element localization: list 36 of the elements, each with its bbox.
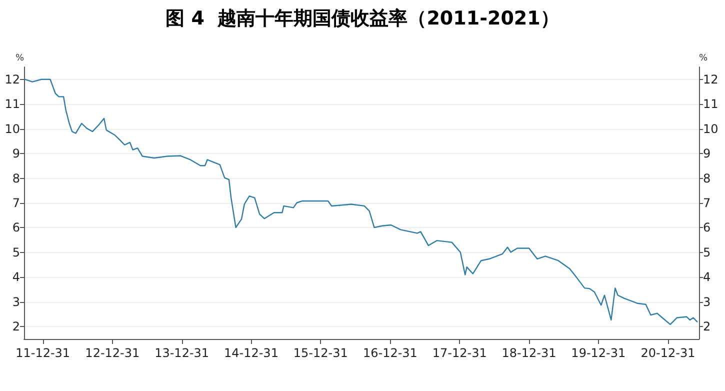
y2-tick-label: 11: [703, 97, 718, 112]
y2-tick-label: 12: [703, 72, 718, 86]
x-tick-label: 20-12-31: [640, 346, 696, 360]
x-tick-label: 18-12-31: [502, 346, 556, 360]
y-tick-label: 9: [12, 146, 20, 161]
x-tick-label: 15-12-31: [293, 346, 348, 360]
y-tick-label: 3: [12, 294, 20, 309]
x-tick-label: 16-12-31: [362, 346, 418, 360]
y2-tick-label: 8: [703, 171, 711, 186]
y2-tick-label: 5: [703, 245, 711, 260]
y2-tick-label: 2: [703, 320, 711, 334]
x-tick-label: 19-12-31: [571, 346, 626, 360]
x-tick-label: 17-12-31: [432, 346, 487, 360]
y-tick-label: 11: [4, 97, 20, 112]
y2-axis-title: %: [699, 54, 708, 64]
y-axis-title: %: [15, 54, 24, 64]
line-series: [24, 78, 698, 326]
x-tick-label: 13-12-31: [154, 346, 210, 360]
y2-tick-label: 7: [703, 196, 711, 210]
y2-tick-label: 6: [703, 220, 711, 235]
y-tick-label: 2: [12, 320, 20, 334]
y-tick-label: 4: [12, 270, 20, 284]
y2-tick-label: 9: [703, 146, 711, 161]
y-tick-label: 10: [4, 122, 20, 136]
y-tick-label: 6: [12, 220, 20, 235]
y2-tick-label: 10: [703, 122, 718, 136]
y2-tick-label: 4: [703, 270, 711, 284]
y-tick-label: 7: [12, 196, 20, 210]
y-tick-label: 12: [4, 72, 20, 86]
y2-tick-label: 3: [703, 294, 711, 309]
x-tick-label: 12-12-31: [85, 346, 140, 360]
y-tick-label: 5: [12, 245, 20, 260]
y-tick-label: 8: [12, 171, 20, 186]
x-tick-label: 11-12-31: [16, 346, 70, 360]
x-tick-label: 14-12-31: [224, 346, 278, 360]
chart-title: 图 4 越南十年期国债收益率（2011-2021）: [166, 8, 560, 30]
